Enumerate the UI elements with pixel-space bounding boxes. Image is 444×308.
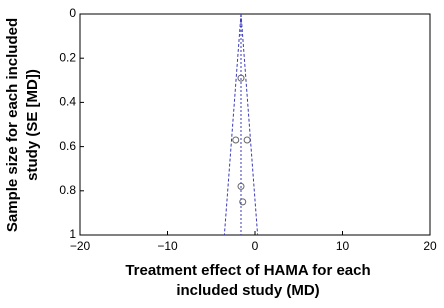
y-tick-label: 0.4 [59, 95, 76, 109]
point [232, 136, 240, 144]
funnel-upper [240, 13, 259, 236]
point [237, 74, 245, 82]
y-tick-label: 0.6 [59, 139, 76, 153]
x-axis-title: included study (MD) [176, 282, 319, 299]
y-axis-title: Sample size for each included [4, 18, 21, 232]
x-tick-label: 20 [423, 239, 437, 253]
point [239, 198, 247, 206]
y-tick-label: 0 [69, 6, 76, 20]
point [237, 182, 245, 190]
funnel-lower [223, 13, 242, 236]
plot-frame [79, 13, 431, 236]
x-tick-label: −20 [70, 239, 91, 253]
x-tick-label: 10 [336, 239, 350, 253]
y-tick-label: 0.8 [59, 183, 76, 197]
x-tick-label: 0 [252, 239, 259, 253]
x-axis-title: Treatment effect of HAMA for each [125, 262, 370, 279]
x-tick-label: −10 [157, 239, 178, 253]
y-axis-title: study (SE [MD]) [24, 69, 41, 181]
point [243, 136, 251, 144]
y-tick-label: 0.2 [59, 50, 76, 64]
y-tick-label: 1 [69, 227, 76, 241]
